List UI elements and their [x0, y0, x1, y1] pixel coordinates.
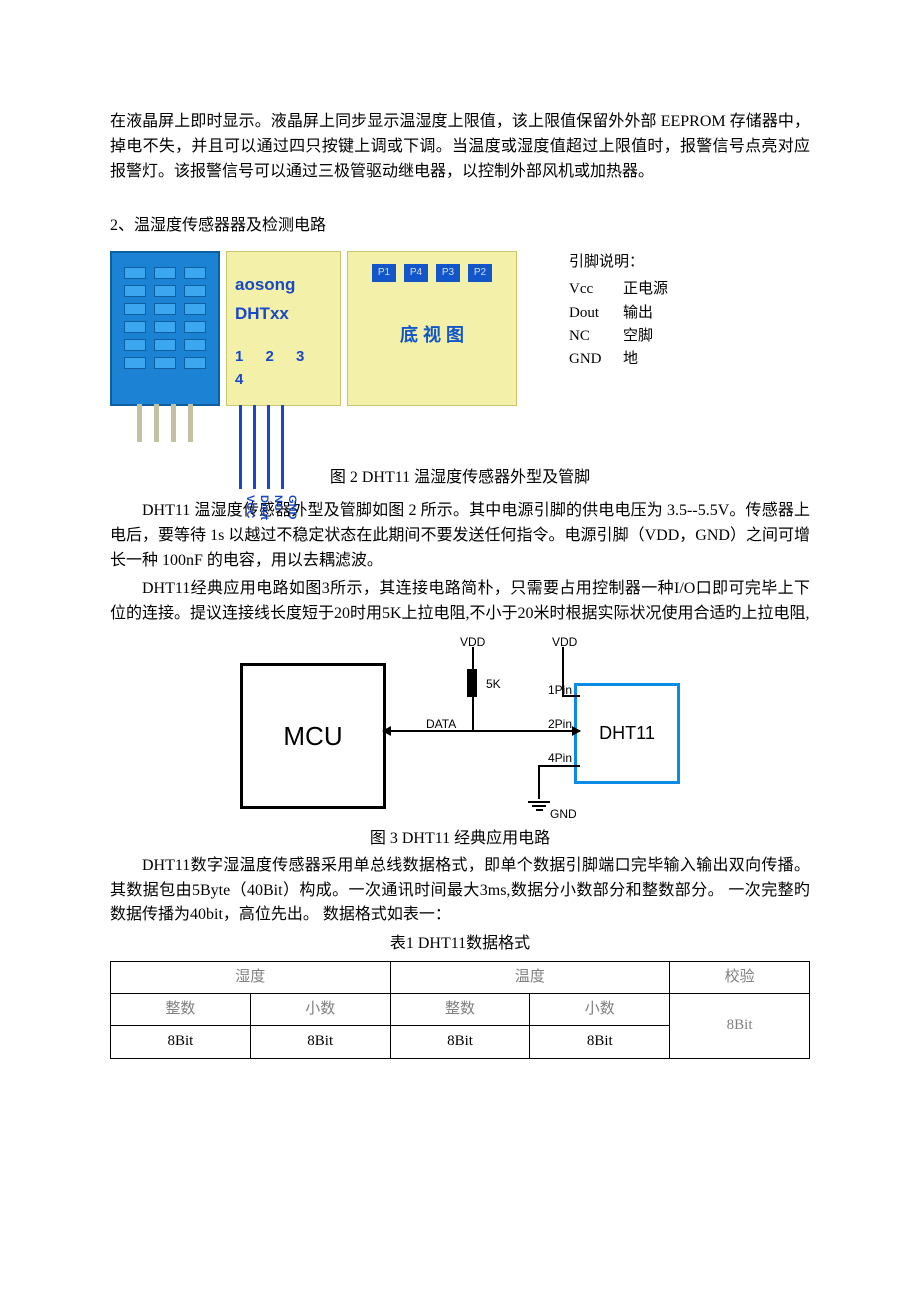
table-header-temperature: 温度: [390, 961, 670, 993]
table-bits: 8Bit: [670, 994, 810, 1059]
table-header-humidity: 湿度: [111, 961, 391, 993]
model-text: DHTxx: [235, 301, 332, 327]
data-format-table: 湿度 温度 校验 整数 小数 整数 小数 8Bit 8Bit 8Bit 8Bit…: [110, 961, 810, 1059]
mcu-box: MCU: [240, 663, 386, 809]
pin-val: 地: [623, 348, 638, 371]
pin-key: Dout: [569, 302, 623, 325]
paragraph-3: DHT11数字湿温度传感器采用单总线数据格式，即单个数据引脚端口完毕输入输出双向…: [110, 854, 810, 928]
pin-description: 引脚说明： Vcc正电源 Dout输出 NC空脚 GND地: [569, 251, 739, 371]
pin-key: NC: [569, 325, 623, 348]
bottom-view-label: 底 视 图: [348, 322, 516, 350]
gnd-label: GND: [550, 805, 577, 824]
dht-box: DHT11: [574, 683, 680, 784]
vdd-label: VDD: [552, 633, 577, 652]
bottom-view-card: P1 P4 P3 P2 底 视 图: [347, 251, 517, 406]
pin1-label: 1Pin: [548, 681, 572, 700]
bottom-pin: P2: [468, 264, 492, 282]
table-bits: 8Bit: [530, 1026, 670, 1058]
data-label: DATA: [426, 715, 456, 734]
brand-text: aosong: [235, 272, 332, 298]
table-sub-frac: 小数: [250, 994, 390, 1026]
pin-key: Vcc: [569, 278, 623, 301]
table-bits: 8Bit: [250, 1026, 390, 1058]
section-2-title: 2、温湿度传感器器及检测电路: [110, 214, 810, 239]
bottom-pin: P4: [404, 264, 428, 282]
table-bits: 8Bit: [111, 1026, 251, 1058]
figure-3-caption: 图 3 DHT11 经典应用电路: [110, 827, 810, 852]
pin-val: 正电源: [623, 278, 668, 301]
pin-val: 输出: [623, 302, 653, 325]
pin-desc-header: 引脚说明：: [569, 251, 739, 274]
figure-2: aosong DHTxx 1 2 3 4 VCC Dout NC GND P1 …: [110, 251, 810, 406]
pin-val: 空脚: [623, 325, 653, 348]
ground-icon: [528, 799, 550, 813]
table-sub-int: 整数: [390, 994, 530, 1026]
figure-2-caption: 图 2 DHT11 温湿度传感器外型及管脚: [110, 466, 810, 491]
bottom-pin: P3: [436, 264, 460, 282]
resistor-icon: [467, 669, 477, 697]
drop-label-gnd: GND: [283, 495, 300, 519]
table-sub-frac: 小数: [530, 994, 670, 1026]
paragraph-2a: DHT11 温湿度传感器外型及管脚如图 2 所示。其中电源引脚的供电电压为 3.…: [110, 499, 810, 573]
table-sub-int: 整数: [111, 994, 251, 1026]
resistor-label: 5K: [486, 675, 501, 694]
dht-sensor-graphic: [110, 251, 220, 406]
paragraph-2b: DHT11经典应用电路如图3所示，其连接电路简朴，只需要占用控制器一种I/O口即…: [110, 577, 810, 627]
pin-numbers: 1 2 3 4: [235, 345, 332, 392]
pin-key: GND: [569, 348, 623, 371]
bottom-pin: P1: [372, 264, 396, 282]
pin4-label: 4Pin: [548, 749, 572, 768]
figure-3-circuit: MCU DHT11 VDD VDD 5K 1Pin DATA 2Pin 4Pin…: [240, 633, 680, 823]
dht-label-card: aosong DHTxx 1 2 3 4 VCC Dout NC GND: [226, 251, 341, 406]
table-header-checksum: 校验: [670, 961, 810, 993]
intro-paragraph: 在液晶屏上即时显示。液晶屏上同步显示温湿度上限值，该上限值保留外外部 EEPRO…: [110, 110, 810, 184]
table-1-title: 表1 DHT11数据格式: [110, 932, 810, 957]
pin2-label: 2Pin: [548, 715, 572, 734]
table-bits: 8Bit: [390, 1026, 530, 1058]
